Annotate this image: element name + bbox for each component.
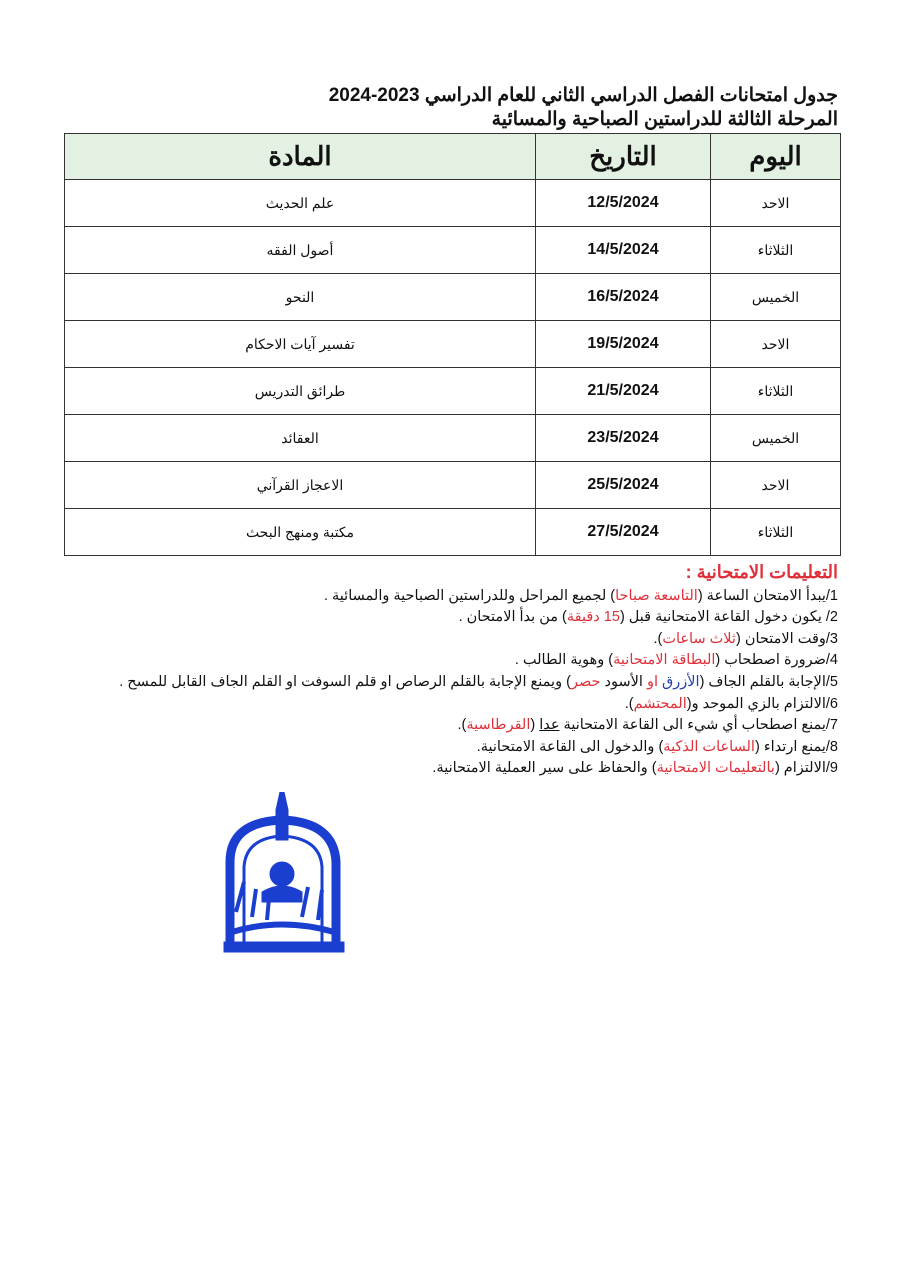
instruction-text: الأزرق <box>662 673 700 690</box>
instructions-title: التعليمات الامتحانية : <box>685 562 838 582</box>
instruction-text: الأسود <box>600 673 647 690</box>
instruction-item: 5/الإجابة بالقلم الجاف (الأزرق او الأسود… <box>119 672 838 694</box>
table-row: الثلاثاء 21/5/2024 طرائق التدريس <box>64 367 841 415</box>
table-row: الخميس 16/5/2024 النحو <box>64 273 841 321</box>
document-title: جدول امتحانات الفصل الدراسي الثاني للعام… <box>328 85 838 106</box>
table-row: الثلاثاء 14/5/2024 أصول الفقه <box>64 226 841 274</box>
day-cell: الثلاثاء <box>710 367 841 415</box>
day-cell: الاحد <box>710 179 841 227</box>
instruction-text: 7/يمنع اصطحاب أي شيء الى القاعة الامتحان… <box>559 717 838 734</box>
exam-schedule-table: اليوم التاريخ المادة الاحد 12/5/2024 علم ا… <box>64 133 841 556</box>
instruction-text: ( <box>530 717 540 734</box>
instruction-text: حصر <box>570 673 601 690</box>
day-cell: الثلاثاء <box>710 508 841 556</box>
instruction-item: 3/وقت الامتحان (ثلاث ساعات). <box>119 629 838 651</box>
instruction-text: ) لجميع المراحل وللدراستين الصباحية والم… <box>323 587 616 604</box>
subject-cell: تفسير آيات الاحكام <box>64 320 536 368</box>
date-cell: 23/5/2024 <box>535 414 711 462</box>
instruction-text: ) والدخول الى القاعة الامتحانية. <box>476 738 664 755</box>
instruction-text: 9/الالتزام ( <box>774 760 838 777</box>
instruction-item: 8/يمنع ارتداء (الساعات الذكية) والدخول ا… <box>119 737 838 759</box>
table-row: الاحد 19/5/2024 تفسير آيات الاحكام <box>64 320 841 368</box>
instruction-text: البطاقة الامتحانية <box>613 652 716 669</box>
instruction-text: 4/ضرورة اصطحاب ( <box>715 652 838 669</box>
date-cell: 21/5/2024 <box>535 367 711 415</box>
day-cell: الاحد <box>710 320 841 368</box>
subject-cell: أصول الفقه <box>64 226 536 274</box>
instruction-text: ). <box>457 717 467 734</box>
instruction-item: 4/ضرورة اصطحاب (البطاقة الامتحانية) وهوي… <box>119 650 838 672</box>
instruction-item: 1/يبدأ الامتحان الساعة (التاسعة صباحا) ل… <box>119 586 838 608</box>
document-subtitle: المرحلة الثالثة للدراستين الصباحية والمس… <box>491 109 838 130</box>
header-date: التاريخ <box>535 133 711 180</box>
table-row: الخميس 23/5/2024 العقائد <box>64 414 841 462</box>
instruction-text: ) ويمنع الإجابة بالقلم الرصاص او قلم الس… <box>119 673 571 690</box>
day-cell: الخميس <box>710 273 841 321</box>
subject-cell: الاعجاز القرآني <box>64 461 536 509</box>
date-cell: 16/5/2024 <box>535 273 711 321</box>
date-cell: 14/5/2024 <box>535 226 711 274</box>
instruction-text: القرطاسية <box>466 717 531 734</box>
instruction-item: 2/ يكون دخول القاعة الامتحانية قبل (15 د… <box>119 607 838 629</box>
exam-instructions: التعليمات الامتحانية : 1/يبدأ الامتحان ا… <box>119 562 838 780</box>
date-cell: 25/5/2024 <box>535 461 711 509</box>
instruction-text: او <box>646 673 658 690</box>
university-logo-seal <box>223 792 345 953</box>
date-cell: 12/5/2024 <box>535 179 711 227</box>
instruction-text: عدا <box>539 717 560 734</box>
instruction-text: التاسعة صباحا <box>615 587 698 604</box>
instruction-text: 6/الالتزام بالزي الموحد و( <box>686 695 838 712</box>
instruction-text: ) وهوية الطالب . <box>514 652 614 669</box>
date-cell: 19/5/2024 <box>535 320 711 368</box>
subject-cell: طرائق التدريس <box>64 367 536 415</box>
header-day: اليوم <box>710 133 841 180</box>
subject-cell: العقائد <box>64 414 536 462</box>
table-header-row: اليوم التاريخ المادة <box>64 133 841 180</box>
instruction-text: 8/يمنع ارتداء ( <box>754 738 838 755</box>
instruction-item: 7/يمنع اصطحاب أي شيء الى القاعة الامتحان… <box>119 715 838 737</box>
instruction-text: ) من بدأ الامتحان . <box>458 609 567 626</box>
table-row: الثلاثاء 27/5/2024 مكتبة ومنهج البحث <box>64 508 841 556</box>
table-row: الاحد 12/5/2024 علم الحديث <box>64 179 841 227</box>
instruction-text: ثلاث ساعات <box>662 630 736 647</box>
subject-cell: مكتبة ومنهج البحث <box>64 508 536 556</box>
date-cell: 27/5/2024 <box>535 508 711 556</box>
instruction-text: 5/الإجابة بالقلم الجاف ( <box>699 673 838 690</box>
instruction-text: 1/يبدأ الامتحان الساعة ( <box>697 587 838 604</box>
instruction-text: بالتعليمات الامتحانية <box>656 760 775 777</box>
day-cell: الاحد <box>710 461 841 509</box>
instruction-text: ) والحفاظ على سير العملية الامتحانية. <box>432 760 657 777</box>
instruction-item: 9/الالتزام (بالتعليمات الامتحانية) والحف… <box>119 758 838 780</box>
subject-cell: النحو <box>64 273 536 321</box>
instruction-text: 3/وقت الامتحان ( <box>735 630 838 647</box>
instruction-text: المحتشم <box>633 695 687 712</box>
subject-cell: علم الحديث <box>64 179 536 227</box>
instruction-text: 15 دقيقة <box>566 609 620 626</box>
day-cell: الخميس <box>710 414 841 462</box>
day-cell: الثلاثاء <box>710 226 841 274</box>
instruction-text: 2/ يكون دخول القاعة الامتحانية قبل ( <box>619 609 838 626</box>
instruction-text: الساعات الذكية <box>663 738 755 755</box>
instruction-text: ). <box>624 695 634 712</box>
table-row: الاحد 25/5/2024 الاعجاز القرآني <box>64 461 841 509</box>
instruction-item: 6/الالتزام بالزي الموحد و(المحتشم). <box>119 694 838 716</box>
header-subject: المادة <box>64 133 536 180</box>
instruction-text: ). <box>653 630 663 647</box>
